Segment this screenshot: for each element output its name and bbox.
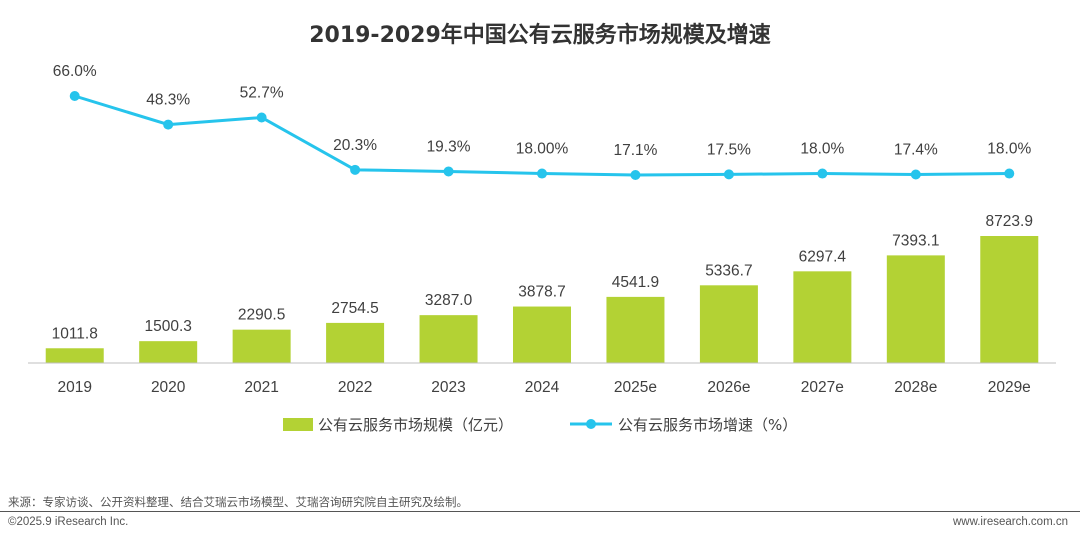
x-tick-label: 2028e: [894, 379, 937, 396]
bar-data-label: 2290.5: [238, 307, 285, 324]
line-data-label: 52.7%: [240, 84, 284, 101]
line-point: [163, 119, 174, 130]
bar-series: 1011.8 1500.3 2290.5 2754.5 3287.0 3878.7 4541…: [45, 213, 1039, 363]
bar: [980, 236, 1039, 363]
x-tick-label: 2025e: [614, 379, 657, 396]
bar-data-label: 5336.7: [705, 262, 752, 279]
x-tick-label: 2023: [431, 379, 465, 396]
line-data-label: 18.0%: [800, 141, 844, 158]
x-tick-label: 2020: [151, 379, 186, 396]
bar: [699, 285, 758, 363]
bar-data-label: 8723.9: [986, 213, 1033, 230]
line-point: [443, 166, 454, 177]
bar: [326, 322, 385, 363]
x-tick-label: 2026e: [707, 379, 750, 396]
x-axis-ticks: 2019 2020 2021 2022 2023 2024 2025e 2026e 2027e 2…: [57, 379, 1030, 396]
x-tick-label: 2019: [57, 379, 91, 396]
bar: [793, 271, 852, 363]
bar-data-label: 2754.5: [331, 300, 378, 317]
bar-data-label: 1500.3: [144, 318, 191, 335]
line-point: [723, 169, 734, 180]
line-point: [1004, 168, 1015, 179]
growth-line: [74, 94, 1010, 177]
chart: 2019-2029年中国公有云服务市场规模及增速 1011.8 1500.3 229…: [28, 22, 1056, 434]
line-data-label: 66.0%: [53, 63, 97, 80]
bar-data-label: 3878.7: [518, 284, 565, 301]
bar: [513, 306, 571, 363]
legend-label-bar: 公有云服务市场规模（亿元）: [318, 416, 513, 434]
line-point: [630, 170, 641, 180]
line-point: [69, 91, 80, 101]
x-tick-label: 2021: [244, 379, 278, 396]
bar-data-label: 6297.4: [799, 248, 847, 265]
legend-swatch-bar: [283, 418, 313, 431]
x-tick-label: 2024: [525, 379, 560, 396]
bar: [886, 255, 945, 363]
line-point: [256, 112, 267, 123]
line-point: [817, 168, 828, 179]
bar-data-label: 3287.0: [425, 292, 473, 309]
line-point: [537, 168, 547, 179]
bar: [419, 315, 478, 363]
bar: [606, 296, 665, 363]
line-data-label: 17.1%: [613, 142, 657, 159]
line-data-label: 19.3%: [427, 138, 471, 155]
line-data-label: 17.5%: [707, 141, 751, 158]
copyright: ©2025.9 iResearch Inc.: [8, 516, 129, 528]
chart-title: 2019-2029年中国公有云服务市场规模及增速: [309, 22, 771, 48]
source-note: 来源：专家访谈、公开资料整理、结合艾瑞云市场模型、艾瑞咨询研究院自主研究及绘制。: [8, 495, 468, 509]
line-data-label: 18.00%: [516, 141, 569, 158]
line-data-label: 18.0%: [987, 141, 1031, 158]
line-data-label: 20.3%: [333, 137, 377, 154]
line-data-label: 17.4%: [894, 142, 938, 159]
bar: [139, 341, 198, 363]
bar-data-label: 1011.8: [52, 325, 98, 342]
legend-label-line: 公有云服务市场增速（%）: [618, 416, 797, 434]
website-link[interactable]: www.iresearch.com.cn: [952, 516, 1068, 528]
x-tick-label: 2022: [338, 379, 372, 396]
x-tick-label: 2029e: [988, 379, 1031, 396]
line-series: 66.0% 48.3% 52.7% 20.3% 19.3% 18.00% 17.1% 17.5…: [53, 63, 1031, 180]
line-point: [350, 164, 361, 175]
x-tick-label: 2027e: [801, 379, 844, 396]
bar: [45, 348, 104, 363]
line-point: [910, 169, 921, 180]
legend-swatch-marker: [586, 419, 596, 429]
line-data-label: 48.3%: [146, 92, 190, 109]
bar-data-label: 4541.9: [612, 274, 659, 291]
bar-data-label: 7393.1: [892, 232, 939, 249]
footer-divider: [0, 511, 1080, 512]
legend: 公有云服务市场规模（亿元） 公有云服务市场增速（%）: [283, 416, 797, 434]
bar: [232, 329, 291, 363]
